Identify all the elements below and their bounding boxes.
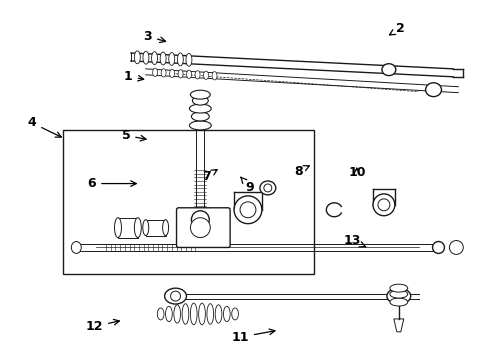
Ellipse shape — [264, 184, 272, 192]
Ellipse shape — [153, 68, 158, 77]
Ellipse shape — [426, 83, 441, 96]
Ellipse shape — [198, 303, 205, 325]
Ellipse shape — [387, 288, 411, 304]
Ellipse shape — [191, 90, 210, 99]
Ellipse shape — [373, 194, 395, 216]
Ellipse shape — [191, 218, 210, 238]
Text: 5: 5 — [122, 129, 146, 142]
Ellipse shape — [195, 71, 200, 79]
Ellipse shape — [190, 104, 211, 113]
Ellipse shape — [203, 71, 209, 80]
Ellipse shape — [192, 211, 209, 229]
Ellipse shape — [166, 306, 172, 321]
Ellipse shape — [187, 70, 192, 78]
Ellipse shape — [223, 306, 230, 321]
Ellipse shape — [178, 70, 183, 78]
Ellipse shape — [134, 218, 141, 238]
Ellipse shape — [240, 202, 256, 218]
Ellipse shape — [260, 181, 276, 195]
Ellipse shape — [171, 291, 180, 301]
Bar — [146, 220, 166, 235]
Text: 4: 4 — [27, 116, 61, 137]
Ellipse shape — [390, 290, 408, 298]
Ellipse shape — [72, 242, 81, 253]
Ellipse shape — [177, 53, 183, 66]
Ellipse shape — [191, 303, 197, 325]
Ellipse shape — [134, 51, 140, 64]
Ellipse shape — [151, 52, 157, 64]
FancyBboxPatch shape — [176, 208, 230, 247]
Polygon shape — [394, 319, 404, 332]
Text: 10: 10 — [348, 166, 366, 179]
Ellipse shape — [212, 72, 217, 80]
Ellipse shape — [143, 220, 149, 235]
Text: 3: 3 — [144, 30, 166, 43]
Ellipse shape — [207, 304, 214, 324]
Text: 6: 6 — [88, 177, 136, 190]
Ellipse shape — [234, 196, 262, 224]
Ellipse shape — [160, 52, 166, 65]
Text: 1: 1 — [124, 70, 144, 83]
Text: 12: 12 — [86, 319, 120, 333]
Ellipse shape — [170, 69, 174, 77]
Ellipse shape — [163, 220, 169, 235]
Ellipse shape — [182, 304, 189, 324]
Ellipse shape — [157, 308, 164, 320]
Ellipse shape — [186, 53, 192, 66]
Text: 11: 11 — [231, 329, 275, 344]
Ellipse shape — [390, 298, 408, 306]
Ellipse shape — [382, 64, 396, 76]
Text: 8: 8 — [294, 165, 309, 177]
Text: 9: 9 — [241, 177, 254, 194]
Text: 2: 2 — [390, 22, 405, 35]
Ellipse shape — [215, 305, 222, 323]
Ellipse shape — [174, 305, 180, 323]
Text: 13: 13 — [343, 234, 366, 247]
Ellipse shape — [192, 112, 209, 121]
Bar — [63, 130, 315, 274]
Ellipse shape — [190, 121, 211, 130]
Ellipse shape — [193, 96, 208, 105]
Ellipse shape — [390, 284, 408, 292]
Text: 7: 7 — [202, 170, 217, 183]
Ellipse shape — [161, 69, 166, 77]
Ellipse shape — [115, 218, 122, 238]
Bar — [118, 218, 138, 238]
Ellipse shape — [165, 288, 187, 304]
Ellipse shape — [449, 240, 464, 255]
Ellipse shape — [378, 199, 390, 211]
Ellipse shape — [232, 308, 239, 320]
Ellipse shape — [433, 242, 444, 253]
Ellipse shape — [169, 53, 175, 66]
Ellipse shape — [143, 51, 149, 64]
